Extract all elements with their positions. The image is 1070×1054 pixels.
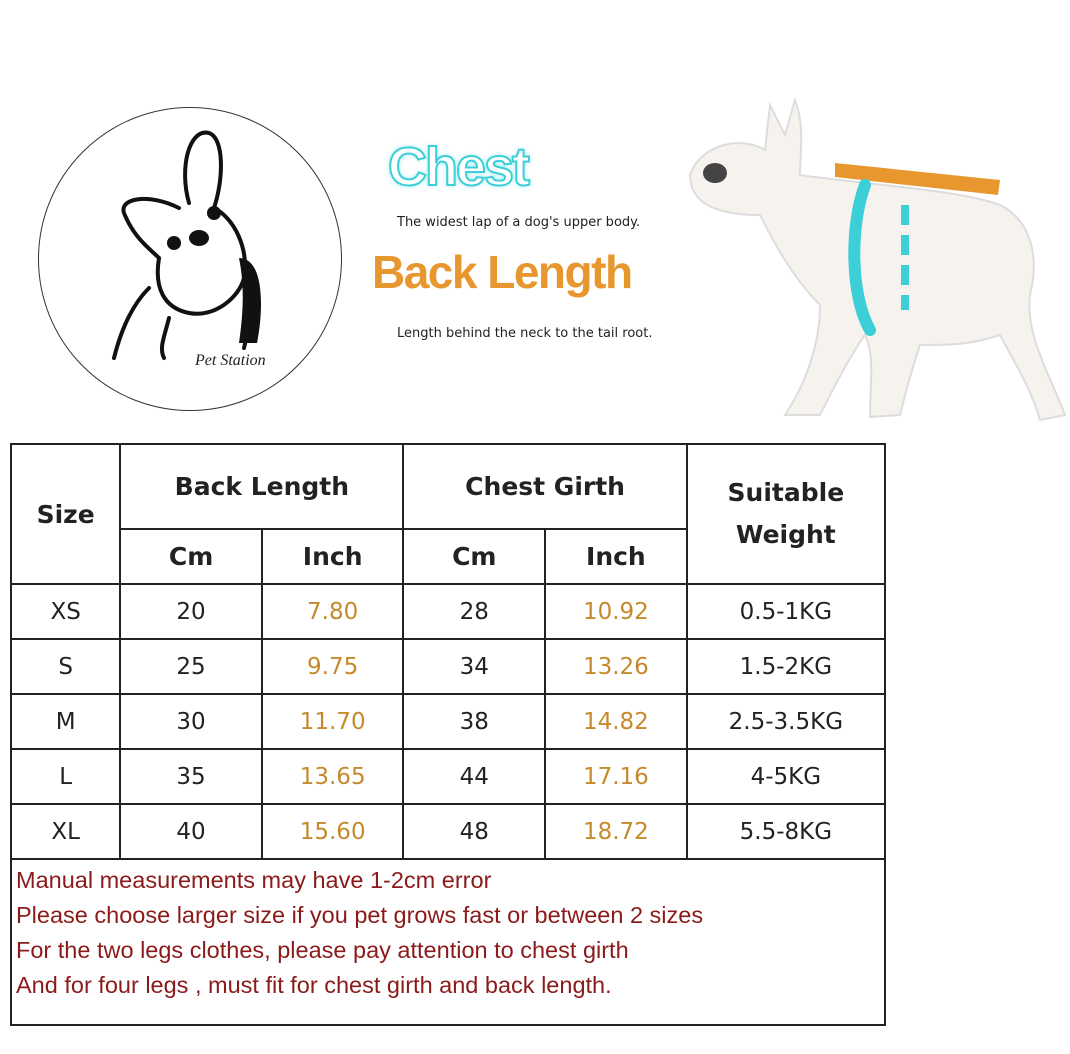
table-row: XS 20 7.80 28 10.92 0.5-1KG — [9, 583, 887, 640]
cell-chest-inch: 17.16 — [544, 748, 688, 805]
cell-size: XL — [9, 803, 122, 860]
header-suitable-weight-text: Suitable Weight — [727, 478, 845, 549]
table-row: L 35 13.65 44 17.16 4-5KG — [9, 748, 887, 805]
header-size: Size — [9, 443, 122, 585]
note-line: And for four legs , must fit for chest g… — [16, 972, 612, 998]
header-chest-cm: Cm — [402, 528, 547, 585]
cell-back-inch: 11.70 — [260, 693, 405, 750]
cell-back-inch: 15.60 — [260, 803, 405, 860]
cell-back-cm: 20 — [119, 583, 263, 640]
cell-weight: 2.5-3.5KG — [685, 693, 887, 750]
note-line: Manual measurements may have 1-2cm error — [16, 867, 492, 893]
cell-back-inch: 13.65 — [260, 748, 405, 805]
cell-weight: 0.5-1KG — [685, 583, 887, 640]
cell-chest-cm: 28 — [402, 583, 547, 640]
cell-chest-cm: 38 — [402, 693, 547, 750]
pet-station-logo — [38, 107, 342, 411]
cell-chest-inch: 13.26 — [544, 638, 688, 695]
cell-chest-cm: 34 — [402, 638, 547, 695]
header-back-length: Back Length — [119, 443, 405, 530]
header-suitable-weight: Suitable Weight — [685, 443, 887, 585]
cell-size: L — [9, 748, 122, 805]
back-length-description: Length behind the neck to the tail root. — [397, 326, 653, 341]
chest-description: The widest lap of a dog's upper body. — [397, 215, 641, 230]
note-line: For the two legs clothes, please pay att… — [16, 937, 629, 963]
cell-chest-inch: 14.82 — [544, 693, 688, 750]
chest-title: Chest — [387, 136, 531, 198]
bulldog-drawing-icon — [112, 130, 262, 360]
cell-size: M — [9, 693, 122, 750]
table-row: M 30 11.70 38 14.82 2.5-3.5KG — [9, 693, 887, 750]
header-back-inch: Inch — [260, 528, 405, 585]
cell-back-inch: 7.80 — [260, 583, 405, 640]
cell-chest-cm: 44 — [402, 748, 547, 805]
header-back-cm: Cm — [119, 528, 263, 585]
dog-measurement-photo — [688, 96, 1067, 422]
cell-size: XS — [9, 583, 122, 640]
cell-back-inch: 9.75 — [260, 638, 405, 695]
cell-size: S — [9, 638, 122, 695]
cell-chest-inch: 18.72 — [544, 803, 688, 860]
notes-cell: Manual measurements may have 1-2cm error… — [10, 858, 886, 1026]
back-length-title: Back Length — [372, 246, 633, 298]
header-chest-inch: Inch — [544, 528, 688, 585]
cell-chest-cm: 48 — [402, 803, 547, 860]
table-row: XL 40 15.60 48 18.72 5.5-8KG — [9, 803, 887, 860]
cell-back-cm: 40 — [119, 803, 263, 860]
cell-back-cm: 30 — [119, 693, 263, 750]
cell-weight: 5.5-8KG — [685, 803, 887, 860]
cell-chest-inch: 10.92 — [544, 583, 688, 640]
size-chart-table: Size Back Length Chest Girth Suitable We… — [9, 443, 887, 1026]
table-row: S 25 9.75 34 13.26 1.5-2KG — [9, 638, 887, 695]
cell-back-cm: 25 — [119, 638, 263, 695]
cell-weight: 4-5KG — [685, 748, 887, 805]
cell-weight: 1.5-2KG — [685, 638, 887, 695]
cell-back-cm: 35 — [119, 748, 263, 805]
logo-brand-text: Pet Station — [195, 352, 266, 369]
note-line: Please choose larger size if you pet gro… — [16, 902, 704, 928]
header-chest-girth: Chest Girth — [402, 443, 688, 530]
